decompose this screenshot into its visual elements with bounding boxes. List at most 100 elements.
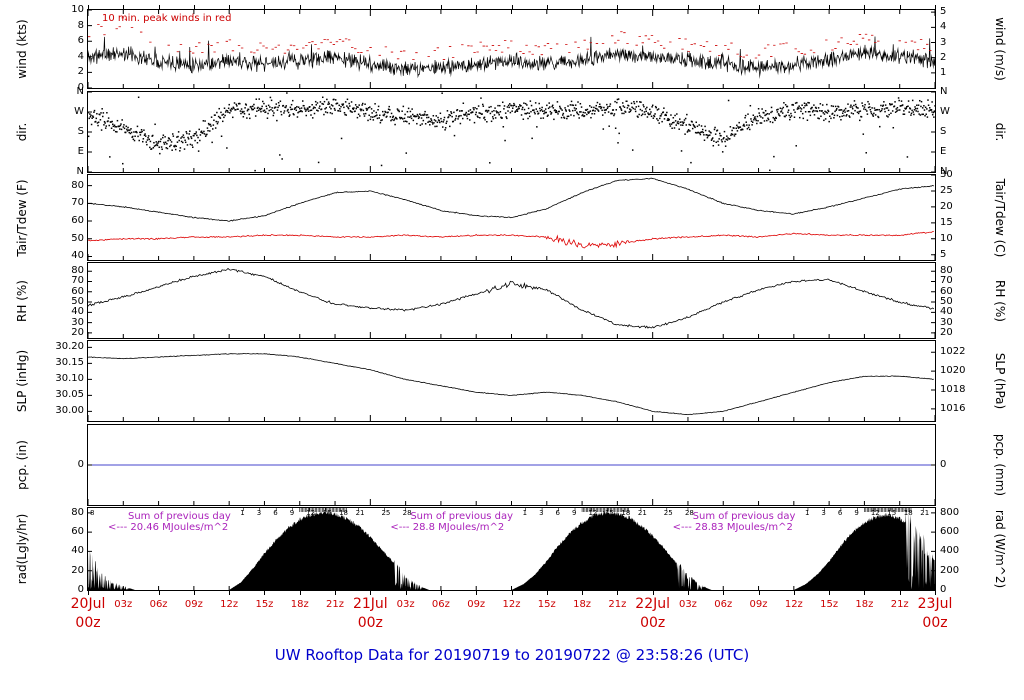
x-minor-label: 21z <box>608 599 627 610</box>
rad-top-marker: 25 <box>663 509 673 517</box>
rad-top-marker: 28 <box>684 509 694 517</box>
axis-label-pcp-left: pcp. (in) <box>15 440 29 490</box>
rad-top-marker: 21 <box>637 509 647 517</box>
x-tick-mark <box>123 591 125 595</box>
y-tick-label: 70 <box>71 275 84 287</box>
x-tick-mark <box>476 591 478 595</box>
y-tick-label: 25 <box>940 184 953 196</box>
x-tick-mark <box>158 5 160 9</box>
y-tick-label: N <box>940 86 948 97</box>
rad-top-marker: 6 <box>273 509 278 517</box>
y-tick-label: 20 <box>71 326 84 338</box>
y-tick-label: 15 <box>940 216 953 228</box>
x-tick-mark <box>193 5 195 9</box>
axis-label-slp-right: SLP (hPa) <box>993 352 1007 410</box>
rad-top-marker: 21 <box>355 509 365 517</box>
rad-top-marker: 15 <box>322 509 332 517</box>
rad-top-marker: 3 <box>256 509 262 517</box>
y-tick-label: 1016 <box>940 402 966 414</box>
y-tick-label: 4 <box>77 50 84 62</box>
x-tick-mark <box>899 5 901 9</box>
panel-wind <box>87 9 936 89</box>
rad-top-marker: 15 <box>604 509 614 517</box>
x-tick-mark <box>299 591 301 595</box>
x-major-label-z: 00z <box>357 615 383 631</box>
x-tick-mark <box>229 591 231 595</box>
x-minor-label: 09z <box>749 599 768 610</box>
y-tick-label: W <box>74 106 84 117</box>
rad-top-marker: 3 <box>821 509 826 517</box>
x-minor-label: 09z <box>184 599 203 610</box>
x-tick-mark <box>370 5 372 9</box>
y-tick-label: 6 <box>77 35 84 47</box>
x-minor-label: 03z <box>678 599 697 610</box>
x-major-label-day: 22Jul <box>635 596 671 612</box>
y-tick-label: N <box>76 86 84 97</box>
panel-rh <box>87 262 936 339</box>
x-minor-label: 18z <box>855 599 874 610</box>
y-tick-label: 60 <box>71 526 84 538</box>
y-tick-label: 600 <box>940 526 960 538</box>
axis-label-wind-right: wind (m/s) <box>993 17 1007 81</box>
rad-top-marker: 8 <box>90 509 95 517</box>
rad-sum-value: <--- 28.8 MJoules/m^2 <box>390 522 505 533</box>
y-tick-label: 5 <box>940 248 947 260</box>
x-minor-label: 12z <box>502 599 521 610</box>
rad-top-marker: 6 <box>837 509 843 517</box>
y-tick-label: 3 <box>940 36 947 48</box>
x-tick-mark <box>899 591 901 595</box>
x-tick-mark <box>687 5 689 9</box>
x-major-label-day: 21Jul <box>352 596 388 612</box>
y-tick-label: 1020 <box>940 365 966 377</box>
panel-rad-plot <box>88 508 935 590</box>
x-tick-mark <box>264 591 266 595</box>
y-tick-label: 40 <box>71 250 84 262</box>
x-minor-label: 21z <box>890 599 909 610</box>
peak-winds-note: 10 min. peak winds in red <box>102 13 232 24</box>
x-tick-mark <box>546 591 548 595</box>
panel-rad <box>87 507 936 591</box>
y-tick-label: 1018 <box>940 383 966 395</box>
axis-label-tair-left: Tair/Tdew (F) <box>15 178 29 257</box>
y-tick-label: 20 <box>71 564 84 576</box>
axis-label-wind-left: wind (kts) <box>15 19 29 79</box>
x-tick-mark <box>476 5 478 9</box>
x-tick-mark <box>864 591 866 595</box>
x-minor-label: 15z <box>255 599 274 610</box>
rad-top-marker: 3 <box>539 509 544 517</box>
x-tick-mark <box>864 5 866 9</box>
y-tick-label: 80 <box>71 506 84 518</box>
panel-tair-plot <box>88 175 935 260</box>
y-tick-label: 0 <box>77 584 84 595</box>
rad-sum-value: <--- 20.46 MJoules/m^2 <box>107 522 229 533</box>
y-tick-label: 30 <box>71 316 84 328</box>
x-tick-mark <box>335 5 337 9</box>
panel-rh-plot <box>88 263 935 338</box>
y-tick-label: 60 <box>940 285 953 297</box>
panel-wind-plot <box>88 10 935 88</box>
rad-sum-value: <--- 28.83 MJoules/m^2 <box>672 522 793 533</box>
x-tick-mark <box>829 591 831 595</box>
y-tick-label: 40 <box>940 306 953 318</box>
x-tick-mark <box>88 5 89 9</box>
x-tick-mark <box>511 591 513 595</box>
x-tick-mark <box>617 591 619 595</box>
panel-dir <box>87 91 936 173</box>
rad-top-marker: 18 <box>339 509 349 517</box>
x-tick-mark <box>935 591 936 595</box>
x-tick-mark <box>687 591 689 595</box>
y-tick-label: 20 <box>940 326 953 338</box>
y-tick-label: N <box>940 166 948 177</box>
y-tick-label: 30.10 <box>55 373 84 385</box>
y-tick-label: 8 <box>77 19 84 31</box>
rad-top-marker: 15 <box>887 509 897 517</box>
y-tick-label: S <box>940 126 947 137</box>
rad-top-marker: 28 <box>402 509 412 517</box>
y-tick-label: 30.15 <box>55 357 84 369</box>
y-tick-label: 20 <box>940 200 953 212</box>
y-tick-label: W <box>940 106 950 117</box>
x-minor-label: 03z <box>114 599 133 610</box>
y-tick-label: 400 <box>940 545 960 557</box>
y-tick-label: 70 <box>71 197 84 209</box>
x-major-label-day: 20Jul <box>70 596 106 612</box>
